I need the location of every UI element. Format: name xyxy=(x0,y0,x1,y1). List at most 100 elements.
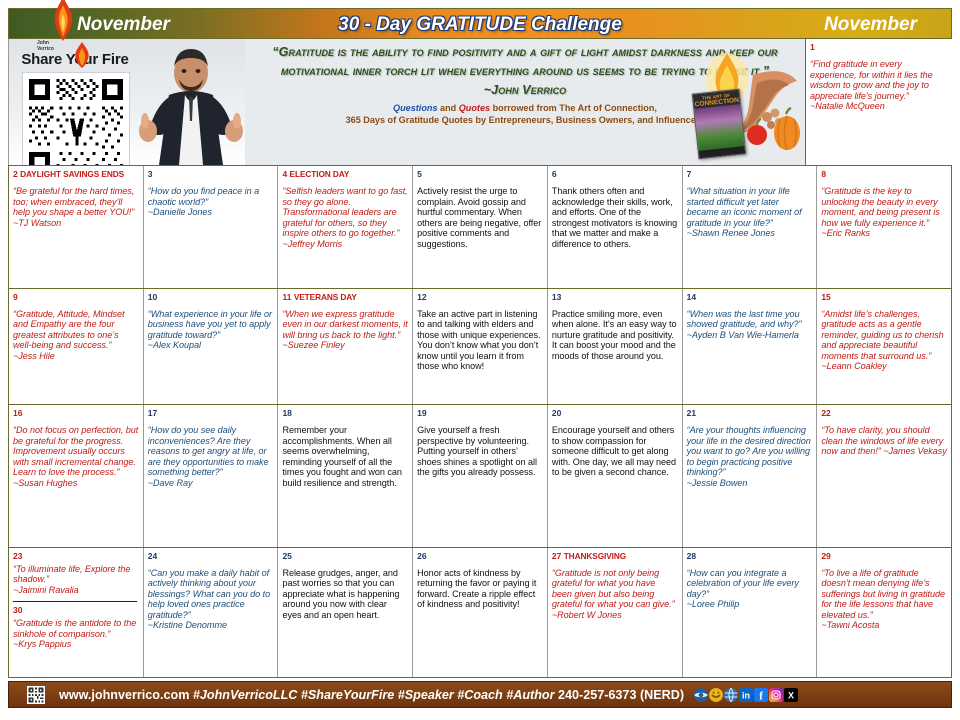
day-cell-5[interactable]: 5 Actively resist the urge to complain. … xyxy=(413,166,548,288)
credit-quotes-word: Quotes xyxy=(458,103,491,113)
day-text: “Do not focus on perfection, but be grat… xyxy=(13,425,139,489)
podcast-icon[interactable] xyxy=(694,687,709,702)
day-text: “Gratitude is not only being grateful fo… xyxy=(551,567,675,620)
day-number: 24 xyxy=(147,550,158,561)
day-cell-23-and-30[interactable]: 23 “To illuminate life, Explore the shad… xyxy=(9,547,144,677)
day-text: “What situation in your life started dif… xyxy=(686,186,802,239)
day-number: 4 ELECTION DAY xyxy=(282,169,350,179)
person-photo xyxy=(139,49,243,165)
day-text: “When was the last time you showed grati… xyxy=(686,308,802,340)
hashtags: #JohnVerricoLLC #ShareYourFire #Speaker … xyxy=(189,687,555,702)
day-number: 7 xyxy=(686,169,692,179)
day-cell-18[interactable]: 18 Remember your accomplishments. When a… xyxy=(278,405,414,547)
day-cell-28[interactable]: 28 “How can you integrate a celebration … xyxy=(682,547,818,677)
flame-icon xyxy=(54,0,73,41)
day-number: 10 xyxy=(147,291,158,302)
day-number: 21 xyxy=(686,408,697,419)
day-text: Encourage yourself and others to show co… xyxy=(551,425,677,478)
calendar-week-2: 9 “Gratitude, Attitude, Mindset and Empa… xyxy=(9,287,952,405)
brand-logo: John Verrico Share Your Fire xyxy=(15,41,135,179)
day-text: Release grudges, anger, and past worries… xyxy=(282,567,400,620)
day-text: “Gratitude is the key to unlocking the b… xyxy=(821,186,940,239)
globe-icon[interactable] xyxy=(724,687,739,702)
day-cell-3[interactable]: 3 “How do you find peace in a chaotic wo… xyxy=(143,166,279,288)
day-number: 2 DAYLIGHT SAVINGS ENDS xyxy=(13,169,125,179)
day-number: 3 xyxy=(147,169,153,179)
cell-divider xyxy=(13,601,137,603)
day-cell-19[interactable]: 19 Give yourself a fresh perspective by … xyxy=(413,405,548,547)
day-cell-25[interactable]: 25 Release grudges, anger, and past worr… xyxy=(278,547,414,677)
svg-text:f: f xyxy=(759,690,763,702)
masthead-quote-block: “Gratitude is the ability to find positi… xyxy=(245,39,805,165)
day-number: 1 xyxy=(810,42,815,52)
day-cell-20[interactable]: 20 Encourage yourself and others to show… xyxy=(547,405,683,547)
day-number: 6 xyxy=(551,169,557,179)
day-number: 27 THANKSGIVING xyxy=(551,550,627,561)
day-holiday: THANKSGIVING xyxy=(563,550,627,561)
day-cell-21[interactable]: 21 “Are your thoughts influencing your l… xyxy=(682,405,818,547)
social-icons: in f X xyxy=(694,687,799,702)
day-cell-22[interactable]: 22 “To have clarity, you should clean th… xyxy=(817,405,952,547)
day-cell-24[interactable]: 24 “Can you make a daily habit of active… xyxy=(143,547,279,677)
day-text: “How do you find peace in a chaotic worl… xyxy=(147,186,260,218)
day-number: 12 xyxy=(417,291,427,302)
day-text: “How do you see daily inconveniences? Ar… xyxy=(147,425,269,489)
headline-quote: “Gratitude is the ability to find positi… xyxy=(251,43,799,100)
day-cell-9[interactable]: 9 “Gratitude, Attitude, Mindset and Empa… xyxy=(9,288,144,405)
day-cell-17[interactable]: 17 “How do you see daily inconveniences?… xyxy=(143,405,279,547)
svg-text:in: in xyxy=(742,690,750,700)
day-cell-29[interactable]: 29 “To live a life of gratitude doesn’t … xyxy=(817,547,952,677)
day-holiday: ELECTION DAY xyxy=(289,169,350,179)
day-cell-14[interactable]: 14 “When was the last time you showed gr… xyxy=(682,288,818,405)
qr-code-small-icon[interactable] xyxy=(27,685,45,704)
day-text: “To have clarity, you should clean the w… xyxy=(821,425,947,457)
day-text: “Find gratitude in every experience, for… xyxy=(810,59,933,112)
day-number: 11 VETERANS DAY xyxy=(282,291,357,302)
day-cell-4[interactable]: 4 ELECTION DAY “Selfish leaders want to … xyxy=(278,166,414,288)
day-text: Actively resist the urge to complain. Av… xyxy=(417,186,542,249)
calendar-week-1: 2 DAYLIGHT SAVINGS ENDS “Be grateful for… xyxy=(9,165,952,288)
headline-quote-text: “Gratitude is the ability to find positi… xyxy=(272,45,778,78)
day-cell-26[interactable]: 26 Honor acts of kindness by returning t… xyxy=(413,547,548,677)
linkedin-icon[interactable]: in xyxy=(739,687,754,702)
day-holiday: DAYLIGHT SAVINGS ENDS xyxy=(20,169,125,179)
day-cell-27[interactable]: 27 THANKSGIVING “Gratitude is not only b… xyxy=(547,547,683,677)
day-cell-16[interactable]: 16 “Do not focus on perfection, but be g… xyxy=(9,405,144,547)
day-cell-11[interactable]: 11 VETERANS DAY “When we express gratitu… xyxy=(278,288,414,405)
calendar-week-4: 23 “To illuminate life, Explore the shad… xyxy=(9,546,952,677)
day-cell-1[interactable]: 1 “Find gratitude in every experience, f… xyxy=(805,39,952,165)
day-cell-8[interactable]: 8 “Gratitude is the key to unlocking the… xyxy=(817,166,952,288)
credit-and: and xyxy=(437,103,459,113)
day-cell-15[interactable]: 15 “Amidst life’s challenges, gratitude … xyxy=(817,288,952,405)
logo-flame-icon xyxy=(75,42,89,68)
day-number-30: 30 xyxy=(13,605,23,616)
phone-number: 240-257-6373 (NERD) xyxy=(554,687,685,702)
day-cell-10[interactable]: 10 “What experience in your life or busi… xyxy=(143,288,279,405)
day-text: “To live a life of gratitude doesn’t mea… xyxy=(821,567,945,631)
facebook-icon[interactable]: f xyxy=(754,687,769,702)
day-number: 22 xyxy=(821,408,831,419)
month-label-right: November xyxy=(824,14,917,35)
day-number: 17 xyxy=(147,408,158,419)
day-cell-13[interactable]: 13 Practice smiling more, even when alon… xyxy=(547,288,683,405)
calendar-week-3: 16 “Do not focus on perfection, but be g… xyxy=(9,404,952,547)
day-number: 5 xyxy=(417,169,422,179)
credit-questions-word: Questions xyxy=(393,103,438,113)
website-link[interactable]: www.johnverrico.com xyxy=(59,687,190,702)
day-cell-7[interactable]: 7 “What situation in your life started d… xyxy=(682,166,818,288)
x-twitter-icon[interactable]: X xyxy=(784,687,799,702)
day-text: “Gratitude, Attitude, Mindset and Empath… xyxy=(13,308,125,361)
credit-suffix: borrowed from The Art of Connection, xyxy=(490,103,657,113)
day-text: “How can you integrate a celebration of … xyxy=(686,567,799,610)
qr-code-icon[interactable] xyxy=(23,73,129,179)
day-cell-6[interactable]: 6 Thank others often and acknowledge the… xyxy=(547,166,683,288)
credit-line: Questions and Quotes borrowed from The A… xyxy=(245,102,805,126)
smiley-icon[interactable] xyxy=(709,687,724,702)
day-number: 26 xyxy=(417,550,427,561)
day-cell-2[interactable]: 2 DAYLIGHT SAVINGS ENDS “Be grateful for… xyxy=(9,166,144,288)
day-cell-12[interactable]: 12 Take an active part in listening to a… xyxy=(413,288,548,405)
instagram-icon[interactable] xyxy=(769,687,784,702)
day-number: 13 xyxy=(551,291,562,302)
day-text: “Be grateful for the hard times, too; wh… xyxy=(13,186,135,228)
